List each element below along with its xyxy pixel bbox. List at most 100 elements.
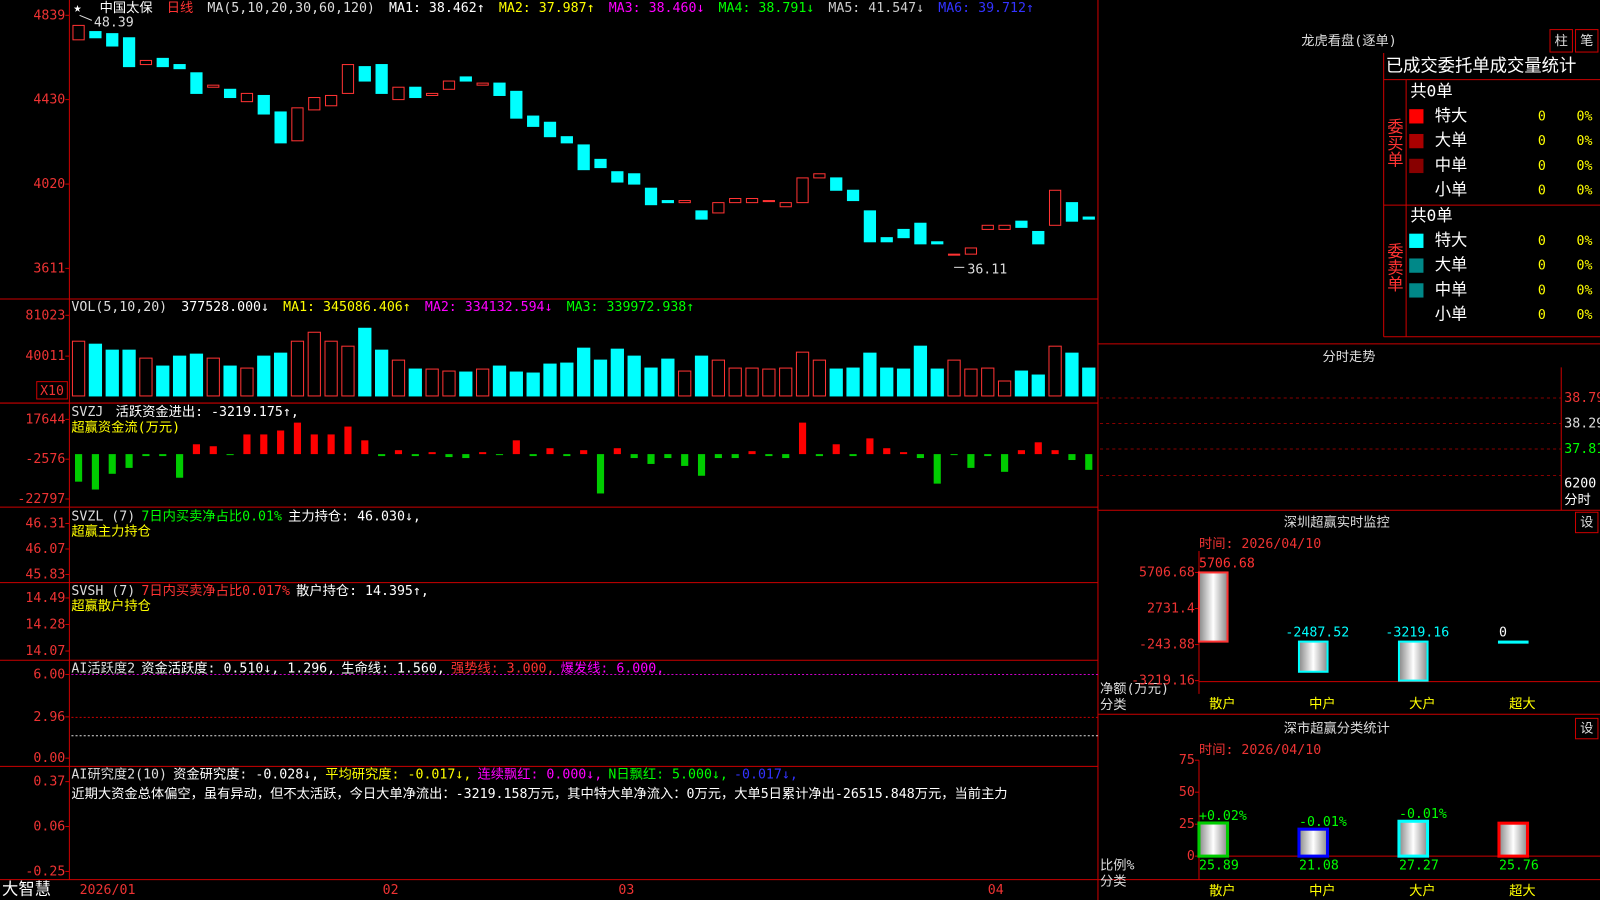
volume-bar [1082,367,1096,397]
row-count: 0 [1538,283,1546,298]
flow-bar [277,430,285,455]
y-tick-label: 4839 [33,8,65,23]
intraday-title: 分时走势 [1322,349,1375,365]
volume-bar [644,367,658,397]
row-count: 0 [1538,109,1546,124]
row-label: 中单 [1435,155,1468,174]
stock-name: 中国太保 [100,0,153,16]
swatch [1409,158,1424,174]
svzl-ratio: 7日内买卖净占比0.01% [141,508,282,524]
vol-title: VOL(5,10,20) [71,300,167,315]
button-label[interactable]: 设 [1580,514,1593,530]
net-bar [1197,571,1229,643]
ma: MA5: 41.547↓ [828,1,924,16]
flow-bar [142,454,150,457]
row-count: 0 [1538,259,1546,274]
intraday-label: 6200 [1564,477,1596,492]
svsh-hold: 散户持仓: 14.395↑, [296,582,429,599]
candle [745,197,759,204]
value-label: 0 [1499,625,1507,640]
time-label: 2026/01 [80,883,136,898]
value-label: 5706.68 [1199,556,1255,571]
candle [527,115,540,127]
candle [779,202,792,208]
volume-bar [880,367,894,397]
group-count: 共0单 [1410,206,1452,225]
time-label: 02 [383,883,399,898]
group-label: 委买单 [1384,118,1403,167]
button-label[interactable]: 柱 [1555,33,1568,49]
candle [644,187,658,206]
flow-bar [310,434,318,455]
candle [459,76,472,82]
volume-bar [88,343,103,397]
flow-bar [630,454,638,459]
dragon-title: 龙虎看盘(逐单) [1301,32,1396,49]
row-pct: 0% [1577,134,1593,149]
flow-bar [243,434,251,455]
time-label: 03 [618,883,634,898]
flow-bar [714,454,722,459]
flow-bar [967,454,975,468]
volume-bar [661,358,675,397]
candle [981,224,994,230]
button[interactable] [1549,29,1573,53]
swatch [1409,283,1424,298]
flow-bar [546,448,554,455]
row-count: 0 [1538,308,1546,323]
volume-bar [560,362,574,397]
ma: MA1: 38.462↑ [389,1,485,16]
button[interactable] [1575,29,1599,53]
volume-bar [829,368,843,397]
y-tick-label: 4430 [33,93,65,108]
volume-bar [762,368,776,397]
flow-bar [984,454,992,457]
svzl-header: SVZL (7) 7日内买卖净占比0.01% 主力持仓: 46.030↓, [71,508,420,524]
row-pct: 0% [1577,109,1593,124]
svzj-line: 活跃资金进出: -3219.175↑, [116,404,299,420]
volume-bar [492,365,507,397]
y-tick-label: 0 [1187,849,1195,864]
volume-bar [290,340,305,397]
candle [678,200,691,204]
y-tick-label: 0.37 [33,775,65,790]
swatch [1409,133,1424,149]
change-label: -0.01% [1399,807,1447,822]
flow-bar [697,454,706,476]
volume-bar [795,351,810,397]
flow-bar [613,448,621,455]
ai-research-part: 资金研究度: -0.028↓, [173,766,319,782]
share-bar [1397,819,1430,858]
volume-bar [896,368,911,397]
y-tick-label: 50 [1179,785,1195,800]
flow-bar [378,454,386,457]
ai-comment: 近期大资金总体偏空，虽有异动，但不太活跃，今日大单净流出：-3219.158万元… [71,785,1007,802]
flow-bar [596,454,605,494]
button-label[interactable]: 笔 [1580,33,1593,49]
volume-bar [593,359,608,397]
y-tick-label: 46.31 [25,516,65,531]
vol-ma: MA2: 334132.594↓ [425,300,553,315]
y-tick-label: -0.25 [25,864,65,879]
ai-research-header: AI研究度2(10) 资金研究度: -0.028↓, 平均研究度: -0.017↓,… [71,766,797,782]
share-bar [1497,821,1530,858]
button-label[interactable]: 设 [1580,721,1593,737]
x-tick-label: 超大 [1509,696,1536,712]
flow-bar [361,440,369,455]
y-tick-label: 40011 [25,349,65,364]
flow-bar [664,454,672,459]
button[interactable] [1575,717,1599,740]
svzl-subtitle: 超赢主力持仓 [71,523,151,540]
flow-bar [798,422,807,455]
y-tick-label: 5706.68 [1139,565,1195,580]
intraday-unit: 分时 [1564,492,1591,508]
svsh-title: SVSH (7) [71,584,135,599]
y-tick-label: 3611 [33,261,65,276]
volume-bar [273,352,288,397]
change-label: +0.02% [1199,809,1247,824]
volume-bar [728,367,742,397]
button[interactable] [1575,511,1599,534]
flow-bar [731,454,739,459]
y-tick-label: -3219.16 [1131,674,1195,689]
